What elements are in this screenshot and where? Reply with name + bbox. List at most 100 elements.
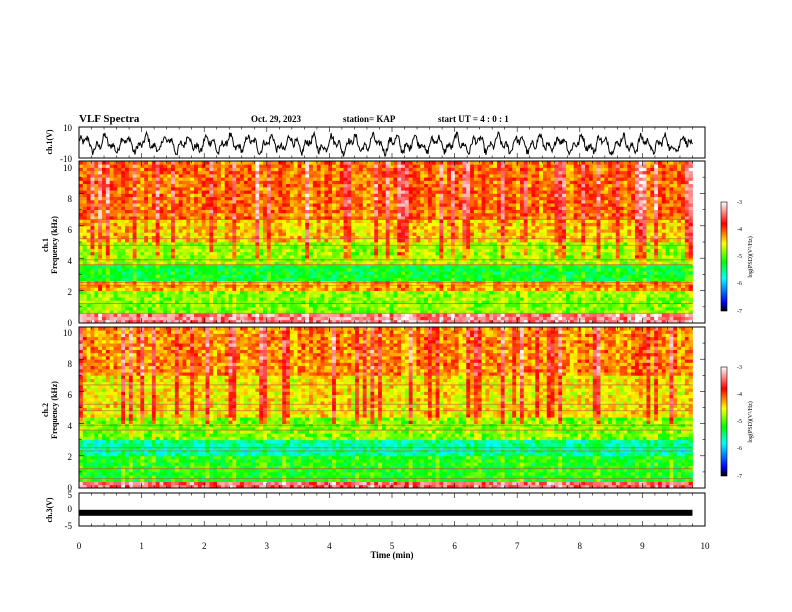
spectrogram-cell: [527, 229, 532, 233]
spectrogram-cell: [489, 271, 494, 275]
spectrogram-cell: [140, 271, 145, 275]
spectrogram-cell: [447, 225, 452, 230]
spectrogram-cell: [542, 306, 548, 311]
spectrogram-cell: [569, 297, 575, 301]
spectrogram-cell: [412, 261, 417, 266]
spectrogram-cell: [159, 264, 164, 269]
spectrogram-cell: [516, 316, 521, 321]
spectrogram-cell: [132, 274, 137, 279]
spectrogram-cell: [565, 313, 571, 317]
spectrogram-cell: [657, 303, 663, 308]
spectrogram-cell: [289, 297, 295, 301]
spectrogram-cell: [581, 313, 586, 317]
spectrogram-cell: [125, 316, 130, 321]
spectrogram-cell: [519, 238, 525, 243]
spectrogram-cell: [186, 232, 191, 236]
spectrogram-cell: [634, 303, 640, 308]
spectrogram-cell: [220, 277, 226, 282]
spectrogram-cell: [420, 303, 425, 308]
spectrogram-cell: [485, 242, 490, 246]
spectrogram-cell: [105, 254, 111, 259]
spectrogram-cell: [293, 274, 298, 279]
spectrogram-cell: [278, 251, 283, 256]
spectrogram-cell: [500, 313, 505, 317]
spectrogram-cell: [516, 254, 521, 259]
spectrogram-cell: [144, 306, 149, 311]
spectrogram-cell: [232, 306, 237, 311]
spectrogram-cell: [305, 242, 310, 246]
spectrogram-cell: [136, 271, 141, 275]
spectrogram-cell: [596, 271, 601, 275]
spectrogram-cell: [105, 293, 111, 298]
spectrogram-cell: [339, 222, 344, 227]
spectrogram-cell: [174, 277, 180, 282]
spectrogram-cell: [90, 313, 95, 317]
spectrogram-cell: [236, 232, 241, 236]
spectrogram-cell: [527, 287, 532, 291]
spectrogram-cell: [144, 277, 149, 282]
spectrogram-cell: [638, 238, 644, 243]
spectrogram-cell: [443, 303, 448, 308]
spectrogram-cell: [466, 235, 471, 240]
spectrogram-cell: [600, 271, 605, 275]
spectrogram-cell: [466, 287, 471, 291]
spectrogram-cell: [263, 254, 268, 259]
spectrogram-cell: [174, 245, 180, 249]
spectrogram-cell: [489, 264, 494, 269]
spectrogram-cell: [588, 235, 594, 240]
spectrogram-cell: [358, 271, 364, 275]
spectrogram-cell: [477, 238, 482, 243]
spectrogram-cell: [458, 267, 463, 272]
spectrogram-cell: [447, 232, 452, 236]
spectrogram-cell: [623, 245, 628, 249]
spectrogram-cell: [447, 271, 452, 275]
spectrogram-cell: [132, 306, 137, 311]
spectrogram-cell: [105, 319, 111, 324]
spectrogram-cell: [320, 274, 325, 279]
spectrogram-cell: [684, 287, 690, 291]
spectrogram-cell: [355, 251, 360, 256]
spectrogram-cell: [562, 225, 567, 230]
spectrogram-cell: [128, 274, 134, 279]
spectrogram-cell: [542, 248, 548, 253]
spectrogram-cell: [542, 277, 548, 282]
spectrogram-cell: [435, 232, 440, 236]
spectrogram-cell: [527, 245, 532, 249]
spectrogram-cell: [562, 303, 567, 308]
spectrogram-cell: [232, 248, 237, 253]
spectrogram-cell: [270, 245, 275, 249]
spectrogram-cell: [661, 267, 667, 272]
spectrogram-cell: [439, 264, 444, 269]
spectrogram-cell: [224, 303, 229, 308]
spectrogram-cell: [148, 232, 153, 236]
spectrogram-cell: [642, 251, 647, 256]
spectrogram-cell: [669, 303, 674, 308]
spectrogram-cell: [163, 251, 168, 256]
spectrogram-cell: [650, 271, 655, 275]
spectrogram-cell: [163, 306, 168, 311]
spectrogram-cell: [512, 235, 517, 240]
spectrogram-cell: [443, 306, 448, 311]
spectrogram-cell: [588, 261, 594, 266]
spectrogram-cell: [412, 229, 417, 233]
spectrogram-cell: [389, 316, 394, 321]
spectrogram-cell: [167, 300, 172, 304]
spectrogram-cell: [305, 274, 310, 279]
spectrogram-cell: [374, 222, 379, 227]
spectrogram-cell: [286, 264, 291, 269]
spectrogram-cell: [631, 310, 636, 314]
spectrogram-cell: [592, 254, 598, 259]
spectrogram-cell: [259, 297, 264, 301]
spectrogram-cell: [546, 277, 552, 282]
spectrogram-cell: [335, 254, 341, 259]
spectrogram-cell: [569, 274, 575, 279]
spectrogram-cell: [117, 290, 122, 295]
spectrogram-cell: [489, 290, 494, 295]
spectrogram-cell: [573, 297, 578, 301]
spectrogram-cell: [247, 264, 252, 269]
spectrogram-cell: [677, 229, 682, 233]
spectrogram-cell: [140, 232, 145, 236]
spectrogram-cell: [504, 310, 509, 314]
spectrogram-cell: [489, 293, 494, 298]
spectrogram-cell: [458, 251, 463, 256]
